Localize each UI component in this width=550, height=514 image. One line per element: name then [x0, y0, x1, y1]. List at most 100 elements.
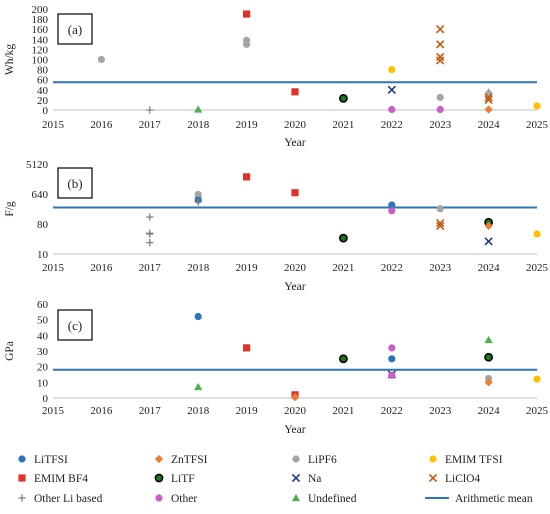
legend-label: LiClO4 — [445, 473, 480, 485]
x-tick-label: 2015 — [42, 119, 65, 131]
data-point — [291, 88, 299, 96]
x-axis-title: Year — [284, 281, 305, 293]
data-point — [243, 344, 251, 352]
legend-label: EMIM BF4 — [34, 473, 88, 485]
x-tick-label: 2024 — [478, 405, 501, 417]
legend-label: Na — [308, 473, 321, 485]
x-tick-label: 2020 — [284, 405, 307, 417]
data-point — [146, 239, 154, 247]
y-tick-label: 40 — [37, 85, 49, 97]
y-tick-label: 0 — [43, 393, 49, 405]
panel-label-box — [57, 13, 93, 45]
y-axis-title: Wh/kg — [4, 44, 16, 76]
x-tick-label: 2015 — [42, 405, 65, 417]
x-tick-label: 2023 — [429, 262, 452, 274]
data-point — [436, 52, 445, 62]
data-point — [146, 230, 154, 238]
data-point — [194, 105, 203, 113]
data-point — [243, 10, 251, 18]
legend-item: LiTFSI — [18, 454, 68, 466]
x-tick-label: 2017 — [139, 405, 162, 417]
x-tick-label: 2021 — [332, 405, 354, 417]
x-tick-label: 2017 — [139, 262, 162, 274]
data-point — [146, 106, 154, 114]
data-point — [484, 95, 493, 105]
y-tick-label: 40 — [37, 330, 49, 342]
data-point — [533, 230, 541, 238]
legend-marker — [291, 493, 301, 502]
x-tick-label: 2021 — [332, 262, 354, 274]
legend-marker — [155, 494, 163, 502]
data-point — [97, 55, 105, 64]
x-tick-label: 2022 — [381, 119, 403, 131]
x-axis-title: Year — [284, 424, 305, 436]
x-tick-label: 2025 — [526, 119, 549, 131]
data-point — [436, 56, 445, 65]
y-tick-label: 120 — [32, 44, 49, 56]
legend-label: LiPF6 — [308, 454, 337, 466]
data-point — [436, 40, 445, 49]
data-point — [484, 335, 493, 344]
data-point — [388, 207, 396, 215]
legend: LiTFSI ZnTFSI LiPF6 EMIM TFSI EMIM BF4 LiTF Na… — [18, 454, 533, 505]
data-point — [388, 344, 396, 352]
data-point — [243, 173, 251, 181]
x-tick-label: 2020 — [284, 119, 307, 131]
legend-marker — [154, 473, 164, 483]
y-tick-label: 30 — [37, 346, 49, 358]
legend-item: EMIM BF4 — [18, 473, 88, 485]
data-point — [484, 352, 493, 362]
legend-item: Other Li based — [18, 493, 103, 505]
y-tick-label: 640 — [32, 189, 49, 201]
legend-label: Other Li based — [34, 493, 103, 505]
legend-marker — [291, 473, 301, 483]
data-point — [436, 105, 444, 114]
x-tick-label: 2018 — [187, 405, 210, 417]
data-point — [436, 93, 444, 101]
x-tick-label: 2023 — [429, 405, 452, 417]
data-point — [388, 201, 396, 209]
legend-marker — [18, 474, 26, 482]
legend-marker — [429, 455, 437, 463]
data-point — [436, 218, 445, 228]
x-tick-label: 2025 — [526, 405, 549, 417]
y-tick-label: 160 — [32, 24, 49, 36]
legend-label: LiTF — [171, 473, 195, 485]
legend-label: LiTFSI — [34, 454, 68, 466]
legend-label: Other — [171, 493, 197, 505]
data-point — [436, 205, 444, 213]
x-tick-label: 2024 — [478, 262, 501, 274]
y-tick-label: 5120 — [26, 159, 49, 171]
data-point — [484, 237, 493, 246]
x-tick-label: 2023 — [429, 119, 452, 131]
y-tick-label: 10 — [37, 377, 49, 389]
y-tick-label: 60 — [37, 299, 49, 311]
x-tick-label: 2016 — [90, 119, 113, 131]
legend-item: LiPF6 — [292, 454, 337, 466]
data-point — [338, 233, 348, 243]
data-point — [146, 213, 154, 221]
x-tick-label: 2016 — [90, 405, 113, 417]
data-point — [290, 393, 300, 402]
y-tick-label: 80 — [37, 219, 49, 231]
data-point — [338, 93, 348, 103]
x-tick-label: 2018 — [187, 119, 210, 131]
x-tick-label: 2022 — [381, 262, 403, 274]
x-tick-label: 2025 — [526, 262, 549, 274]
legend-marker — [18, 455, 26, 463]
y-tick-label: 0 — [43, 105, 49, 117]
legend-item: Na — [291, 473, 321, 485]
data-point — [484, 221, 493, 231]
x-tick-label: 2015 — [42, 262, 65, 274]
y-axis-title: GPa — [4, 341, 16, 361]
data-point — [388, 355, 396, 363]
data-point — [533, 375, 541, 383]
y-tick-label: 10 — [37, 249, 49, 261]
x-tick-label: 2020 — [284, 262, 307, 274]
x-tick-label: 2019 — [236, 262, 259, 274]
legend-item: Arithmetic mean — [425, 493, 533, 505]
data-point — [388, 371, 396, 379]
x-tick-label: 2024 — [478, 119, 501, 131]
y-tick-label: 20 — [37, 95, 49, 107]
